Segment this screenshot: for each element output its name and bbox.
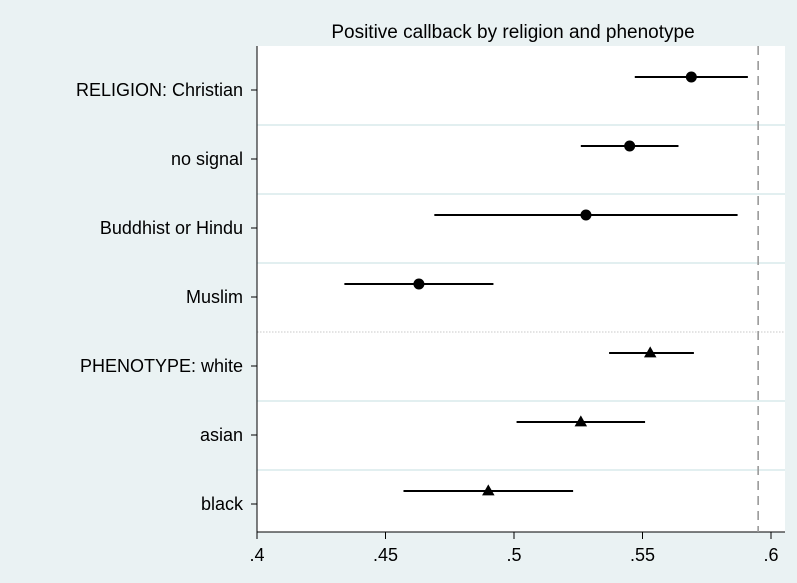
x-tick-label: .5 [506, 545, 521, 565]
x-tick-label: .45 [373, 545, 398, 565]
y-tick-label: asian [200, 425, 243, 445]
y-tick-label: no signal [171, 149, 243, 169]
chart-title: Positive callback by religion and phenot… [331, 22, 694, 43]
marks-layer [344, 46, 759, 532]
triangle-marker [482, 484, 495, 496]
y-tick-label: RELIGION: Christian [76, 80, 243, 100]
x-tick-label: .55 [630, 545, 655, 565]
point-marker [413, 278, 425, 290]
plot-area [257, 46, 785, 532]
y-tick-label: Muslim [186, 287, 243, 307]
y-tick-label: Buddhist or Hindu [100, 218, 243, 238]
grid-layer [257, 124, 785, 471]
y-tick-label: black [201, 494, 244, 514]
y-tick-label: PHENOTYPE: white [80, 356, 243, 376]
point-marker [624, 140, 636, 152]
triangle-marker [574, 415, 588, 427]
point-marker [580, 209, 592, 221]
axis-layer: .4 .45 .5 .55 .6 RELIGION: Christian no signal… [76, 46, 785, 565]
x-tick-label: .4 [249, 545, 264, 565]
x-tick-label: .6 [763, 545, 778, 565]
triangle-marker [643, 346, 657, 358]
point-marker [685, 71, 697, 83]
